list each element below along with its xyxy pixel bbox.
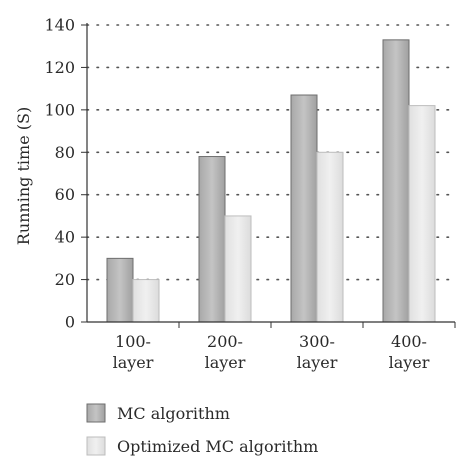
bar-mc-algorithm xyxy=(198,156,226,323)
bar-mc-algorithm xyxy=(290,94,318,323)
x-tick-label: layer xyxy=(297,353,338,372)
bars xyxy=(106,39,436,323)
y-tick-label: 80 xyxy=(55,143,75,162)
x-axis-ticks: 100- layer 200- layer 300- layer 400- layer xyxy=(113,322,456,372)
y-tick-label: 20 xyxy=(55,270,75,289)
bar-optimized-mc-algorithm xyxy=(132,279,160,323)
y-axis-ticks: 0 20 40 60 80 100 120 140 xyxy=(44,16,87,332)
x-tick-label: layer xyxy=(205,353,246,372)
y-tick-label: 60 xyxy=(55,185,75,204)
legend-swatch xyxy=(86,436,106,456)
y-tick-label: 140 xyxy=(44,16,75,35)
x-tick-label: layer xyxy=(113,353,154,372)
legend-label: Optimized MC algorithm xyxy=(117,437,318,456)
x-tick-label: 300- xyxy=(299,332,335,351)
y-axis-title: Running time (S) xyxy=(14,107,33,245)
legend: MC algorithm Optimized MC algorithm xyxy=(86,403,318,456)
legend-label: MC algorithm xyxy=(117,404,230,423)
y-tick-label: 120 xyxy=(44,58,75,77)
y-tick-label: 0 xyxy=(65,313,75,332)
y-tick-label: 100 xyxy=(44,100,75,119)
legend-swatch xyxy=(86,403,106,423)
x-tick-label: 200- xyxy=(207,332,243,351)
y-tick-label: 40 xyxy=(55,228,75,247)
bar-optimized-mc-algorithm xyxy=(224,215,252,323)
x-tick-label: 100- xyxy=(115,332,151,351)
x-tick-label: layer xyxy=(389,353,430,372)
bar-optimized-mc-algorithm xyxy=(316,151,344,323)
x-tick-label: 400- xyxy=(391,332,427,351)
bar-optimized-mc-algorithm xyxy=(408,105,436,323)
bar-mc-algorithm xyxy=(382,39,410,323)
bar-mc-algorithm xyxy=(106,257,134,323)
